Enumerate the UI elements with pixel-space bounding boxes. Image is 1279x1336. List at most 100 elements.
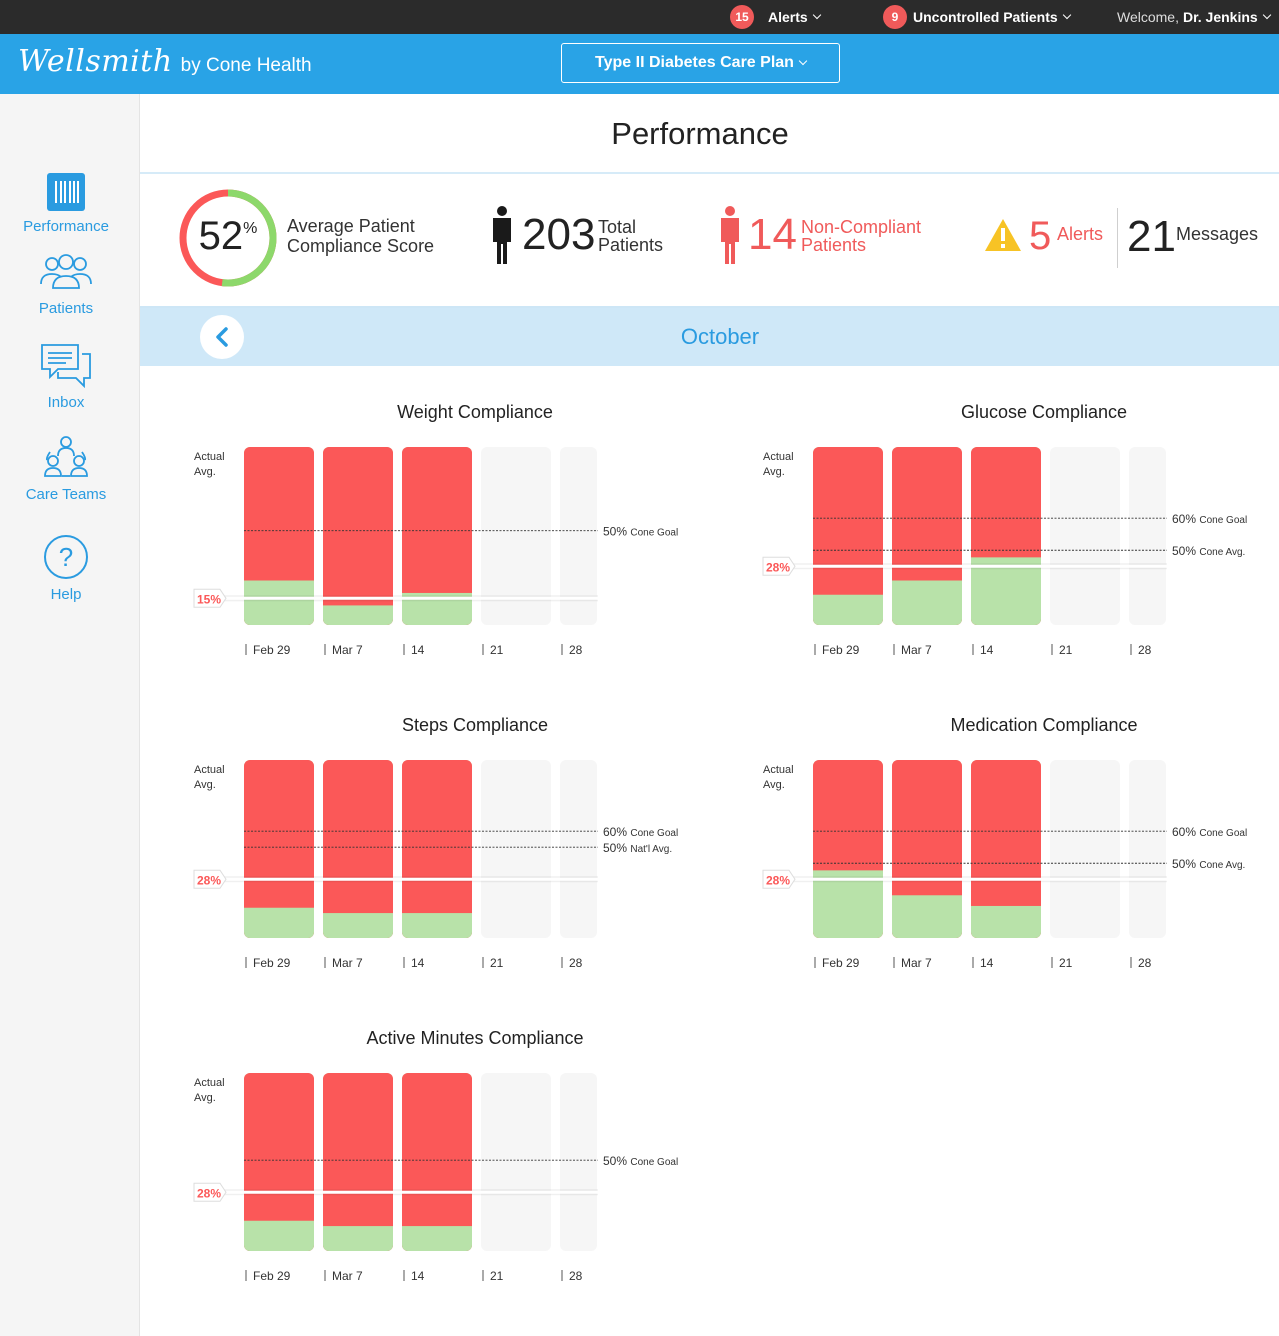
team-icon	[44, 436, 88, 477]
welcome-prefix: Welcome,	[1117, 9, 1179, 25]
x-tick-label: 21	[490, 956, 504, 970]
x-tick-label: Feb 29	[253, 1269, 291, 1283]
chart-plot: Actual Avg. Feb 29 Mar 7 14 21 28 50% Cone Goal…	[193, 447, 678, 657]
logo[interactable]: Wellsmith by Cone Health	[18, 44, 312, 79]
bar-compliant	[402, 913, 472, 938]
actual-avg-marker	[193, 588, 227, 608]
y-axis-label: Actual	[763, 764, 794, 776]
weight-compliance-chart: Weight Compliance Actual Avg. Feb 29 Mar 7 1…	[190, 402, 750, 702]
x-tick-label: 14	[411, 1269, 425, 1283]
bar-compliant	[244, 1220, 314, 1251]
bar-noncompliant	[971, 760, 1041, 938]
x-tick-label: 28	[569, 1269, 583, 1283]
chat-icon	[41, 344, 91, 388]
reference-name: Cone Goal	[1199, 515, 1247, 526]
user-menu[interactable]: Welcome, Dr. Jenkins	[1117, 0, 1271, 34]
steps-compliance-chart: Steps Compliance Actual Avg. Feb 29 Mar 7 14…	[190, 715, 750, 1015]
main-content: Performance 52% Average Patient Complian…	[140, 94, 1279, 1336]
x-tick-label: Mar 7	[332, 1269, 363, 1283]
empty-bar	[1129, 760, 1166, 938]
care-plan-selector[interactable]: Type II Diabetes Care Plan	[561, 43, 840, 83]
month-navigator: October	[140, 308, 1279, 366]
reference-line-label: 50% Cone Goal	[603, 1154, 678, 1168]
person-icon	[493, 206, 511, 264]
x-tick-label: 28	[1138, 956, 1152, 970]
total-patients-label: Total Patients	[598, 218, 663, 254]
noncompliant-label[interactable]: Non-Compliant Patients	[801, 218, 921, 254]
alerts-menu[interactable]: 15 Alerts	[730, 0, 821, 34]
top-bar: 15 Alerts 9 Uncontrolled Patients Welcom…	[0, 0, 1279, 34]
alerts-label[interactable]: Alerts	[1057, 224, 1104, 244]
sidebar-item-performance[interactable]: Performance	[0, 172, 132, 235]
empty-bar	[481, 447, 551, 625]
reference-pct: 50%	[1172, 544, 1199, 558]
actual-avg-label: 28%	[766, 873, 790, 887]
compliance-score-label: Average Patient Compliance Score	[287, 216, 434, 256]
chevron-left-icon	[216, 327, 228, 347]
messages-label[interactable]: Messages	[1176, 224, 1259, 244]
x-tick-label: 14	[411, 643, 425, 657]
reference-pct: 50%	[603, 841, 630, 855]
empty-bar	[560, 1073, 597, 1251]
chart-title: Steps Compliance	[401, 715, 549, 735]
bar-compliant	[813, 870, 883, 938]
messages-count: 21	[1127, 212, 1176, 261]
y-axis-label: Actual	[194, 1077, 225, 1089]
care-plan-label: Type II Diabetes Care Plan	[595, 54, 794, 71]
total-label-line: Total	[598, 217, 637, 237]
actual-avg-label: 28%	[197, 1186, 221, 1200]
app-header: Wellsmith by Cone Health Type II Diabete…	[0, 34, 1279, 94]
x-tick-label: Mar 7	[901, 956, 932, 970]
month-label: October	[680, 324, 760, 349]
uncontrolled-menu-label: Uncontrolled Patients	[913, 9, 1058, 25]
divider	[140, 172, 1279, 174]
uncontrolled-patients-menu[interactable]: 9 Uncontrolled Patients	[883, 0, 1071, 34]
help-icon: ?	[44, 535, 88, 579]
x-tick-label: Feb 29	[822, 956, 860, 970]
chevron-down-icon	[812, 10, 821, 20]
reference-name: Cone Avg.	[1199, 547, 1245, 558]
x-tick-label: 14	[411, 956, 425, 970]
x-tick-label: 21	[1059, 643, 1073, 657]
bar-compliant	[244, 580, 314, 625]
chart-plot: Actual Avg. Feb 29 Mar 7 14 21 28 60% Cone Goal…	[762, 447, 1247, 657]
sidebar-item-care-teams[interactable]: Care Teams	[0, 434, 132, 503]
medication-compliance-chart: Medication Compliance Actual Avg. Feb 29 Ma…	[759, 715, 1279, 1015]
empty-bar	[481, 1073, 551, 1251]
y-axis-label: Actual	[763, 451, 794, 463]
sidebar-item-inbox[interactable]: Inbox	[0, 342, 132, 411]
sidebar-item-label: Inbox	[47, 394, 85, 411]
total-patients-count: 203	[522, 210, 596, 259]
reference-name: Cone Goal	[630, 828, 678, 839]
actual-avg-marker	[193, 1182, 227, 1202]
chevron-down-icon	[1062, 10, 1071, 20]
y-axis-label: Avg.	[763, 466, 785, 478]
compliance-score: 52%	[178, 214, 278, 259]
bar-compliant	[323, 605, 393, 625]
previous-month-button[interactable]	[200, 315, 244, 359]
x-tick-label: 28	[569, 643, 583, 657]
sidebar-item-patients[interactable]: Patients	[0, 254, 132, 317]
actual-avg-label: 28%	[766, 560, 790, 574]
reference-pct: 60%	[603, 825, 630, 839]
reference-name: Cone Goal	[630, 1157, 678, 1168]
actual-avg-marker	[193, 869, 227, 889]
empty-bar	[481, 760, 551, 938]
sidebar-item-help[interactable]: ? Help	[0, 534, 132, 603]
compliance-score-unit: %	[243, 220, 258, 237]
chevron-down-icon	[1262, 10, 1271, 20]
sidebar-item-label: Patients	[38, 300, 94, 317]
bar-noncompliant	[402, 447, 472, 625]
x-tick-label: 28	[569, 956, 583, 970]
total-label-line: Patients	[598, 235, 664, 255]
chevron-down-icon	[798, 56, 808, 66]
x-tick-label: Mar 7	[332, 643, 363, 657]
bar-compliant	[892, 895, 962, 938]
sidebar-item-label: Care Teams	[25, 486, 107, 503]
y-axis-label: Actual	[194, 764, 225, 776]
empty-bar	[1129, 447, 1166, 625]
bar-noncompliant	[323, 760, 393, 938]
reference-line-label: 60% Cone Goal	[1172, 512, 1247, 526]
compliance-score-value: 52	[198, 214, 244, 258]
empty-bar	[560, 760, 597, 938]
